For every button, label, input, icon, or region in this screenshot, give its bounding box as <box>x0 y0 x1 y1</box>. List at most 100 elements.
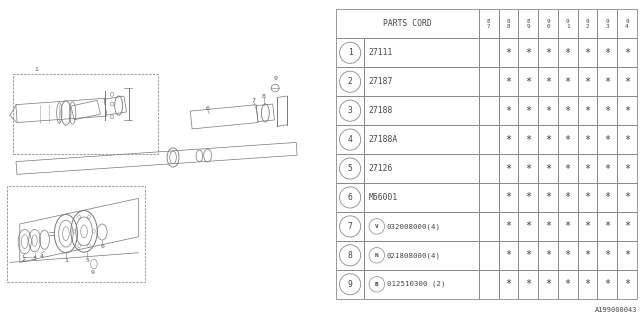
Text: M66001: M66001 <box>368 193 397 202</box>
Bar <box>364 154 479 183</box>
Text: *: * <box>604 221 611 231</box>
Text: *: * <box>506 164 511 173</box>
Text: 1: 1 <box>35 67 38 72</box>
Bar <box>597 241 617 270</box>
Bar <box>479 270 499 299</box>
Text: B: B <box>375 282 379 287</box>
Bar <box>538 154 558 183</box>
Text: 4: 4 <box>39 253 44 259</box>
Bar <box>479 183 499 212</box>
Bar <box>499 154 518 183</box>
Bar <box>558 96 578 125</box>
Bar <box>617 154 637 183</box>
Text: 6: 6 <box>348 193 353 202</box>
Text: *: * <box>604 279 611 289</box>
Text: 9
0: 9 0 <box>546 19 550 29</box>
Text: A199000043: A199000043 <box>595 307 637 313</box>
Bar <box>518 183 538 212</box>
Text: *: * <box>604 48 611 58</box>
Text: 3: 3 <box>348 106 353 115</box>
Bar <box>538 9 558 38</box>
Text: 27188: 27188 <box>368 106 392 115</box>
Bar <box>578 270 597 299</box>
Text: 9
2: 9 2 <box>586 19 589 29</box>
Text: *: * <box>545 192 551 203</box>
Bar <box>617 183 637 212</box>
Text: *: * <box>604 164 611 173</box>
Text: *: * <box>564 48 571 58</box>
Text: 5: 5 <box>348 164 353 173</box>
Bar <box>6 186 145 282</box>
Bar <box>597 183 617 212</box>
Bar <box>518 38 538 67</box>
Text: *: * <box>506 106 511 116</box>
Text: 6: 6 <box>100 244 104 249</box>
Text: *: * <box>525 106 531 116</box>
Text: 7: 7 <box>348 222 353 231</box>
Text: *: * <box>584 106 591 116</box>
Bar <box>336 241 364 270</box>
Text: 9: 9 <box>273 76 277 81</box>
Bar <box>617 270 637 299</box>
Bar <box>538 38 558 67</box>
Bar <box>558 241 578 270</box>
Bar <box>518 270 538 299</box>
Bar <box>558 38 578 67</box>
Text: 3: 3 <box>33 256 36 261</box>
Text: *: * <box>604 192 611 203</box>
Text: 27187: 27187 <box>368 77 392 86</box>
Text: *: * <box>604 77 611 87</box>
Bar <box>364 125 479 154</box>
Bar <box>538 270 558 299</box>
Bar <box>597 154 617 183</box>
Bar <box>597 270 617 299</box>
Bar <box>479 241 499 270</box>
Text: 021808000(4): 021808000(4) <box>387 252 441 259</box>
Text: *: * <box>624 279 630 289</box>
Bar <box>578 212 597 241</box>
Bar <box>336 9 479 38</box>
Text: *: * <box>525 250 531 260</box>
Text: *: * <box>506 77 511 87</box>
Bar <box>617 9 637 38</box>
Bar <box>518 96 538 125</box>
Bar <box>336 183 364 212</box>
Text: *: * <box>564 250 571 260</box>
Text: *: * <box>545 221 551 231</box>
Bar <box>13 74 158 154</box>
Text: *: * <box>624 250 630 260</box>
Bar <box>578 154 597 183</box>
Bar <box>578 125 597 154</box>
Bar <box>499 67 518 96</box>
Text: 9: 9 <box>90 269 94 275</box>
Text: *: * <box>604 106 611 116</box>
Bar <box>617 96 637 125</box>
Bar <box>538 212 558 241</box>
Text: *: * <box>545 135 551 145</box>
Bar <box>499 241 518 270</box>
Text: *: * <box>506 221 511 231</box>
Bar <box>597 38 617 67</box>
Text: *: * <box>564 135 571 145</box>
Bar <box>336 212 364 241</box>
Text: *: * <box>624 164 630 173</box>
Bar <box>578 183 597 212</box>
Bar <box>558 154 578 183</box>
Bar <box>364 38 479 67</box>
Text: *: * <box>525 221 531 231</box>
Bar <box>364 67 479 96</box>
Text: *: * <box>604 135 611 145</box>
Bar <box>538 67 558 96</box>
Bar <box>538 241 558 270</box>
Text: *: * <box>584 192 591 203</box>
Text: *: * <box>584 250 591 260</box>
Bar <box>578 9 597 38</box>
Text: *: * <box>545 250 551 260</box>
Bar <box>518 9 538 38</box>
Text: 27126: 27126 <box>368 164 392 173</box>
Text: V: V <box>375 224 379 229</box>
Bar <box>617 38 637 67</box>
Bar <box>336 96 364 125</box>
Bar <box>364 270 479 299</box>
Text: 4: 4 <box>348 135 353 144</box>
